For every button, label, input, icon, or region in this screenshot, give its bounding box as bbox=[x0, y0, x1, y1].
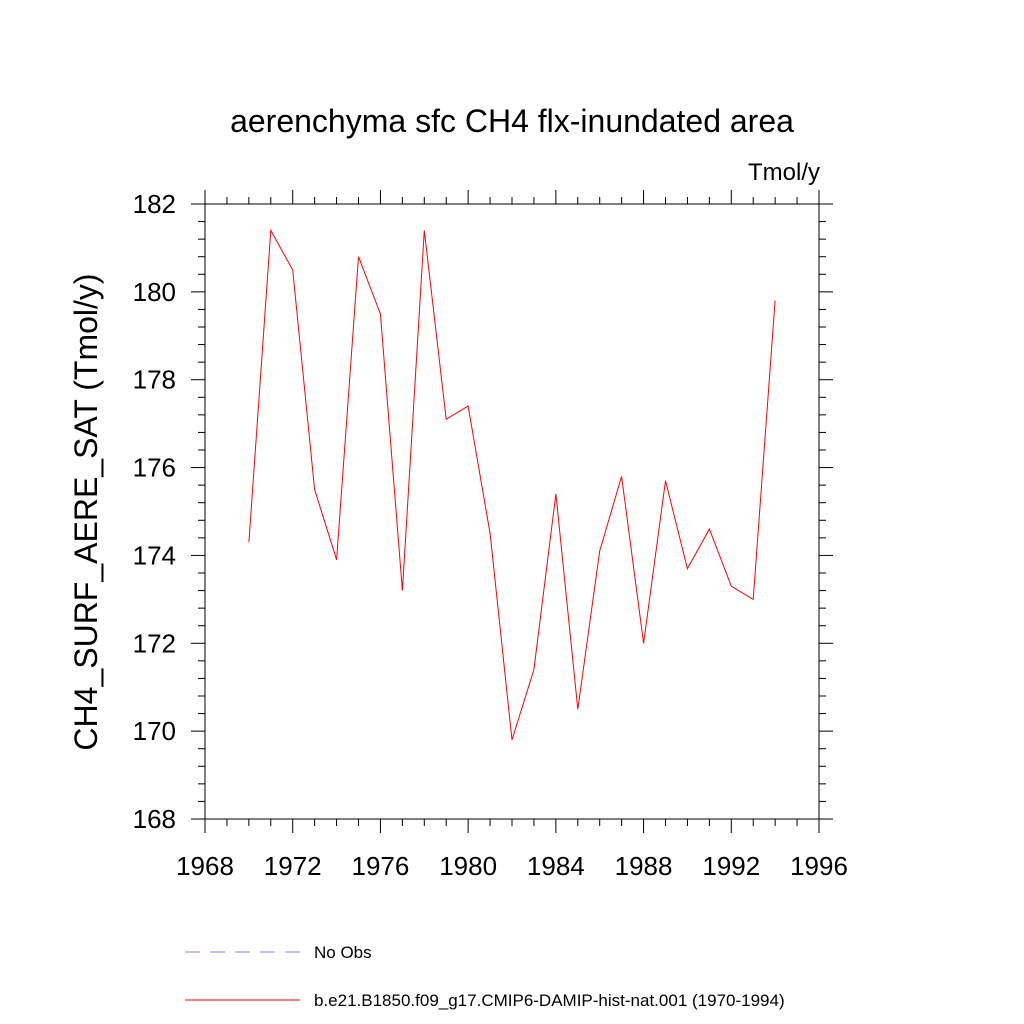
legend: No Obs b.e21.B1850.f09_g17.CMIP6-DAMIP-hi… bbox=[185, 943, 785, 1010]
x-tick-label: 1976 bbox=[352, 851, 410, 881]
y-tick-label: 174 bbox=[133, 540, 176, 570]
x-tick-label: 1984 bbox=[527, 851, 585, 881]
tick-labels: 1968 1972 1976 1980 1984 1988 1992 1996 168 170 17… bbox=[133, 189, 848, 881]
x-tick-label: 1988 bbox=[615, 851, 673, 881]
series-layer bbox=[248, 228, 776, 741]
axis-ticks bbox=[191, 190, 833, 833]
y-tick-label: 180 bbox=[133, 277, 176, 307]
chart-title: aerenchyma sfc CH4 flx-inundated area bbox=[230, 103, 794, 139]
y-tick-label: 182 bbox=[133, 189, 176, 219]
units-label: Tmol/y bbox=[748, 159, 820, 186]
legend-label: b.e21.B1850.f09_g17.CMIP6-DAMIP-hist-nat… bbox=[314, 991, 785, 1010]
legend-label: No Obs bbox=[314, 943, 372, 962]
x-tick-label: 1992 bbox=[702, 851, 760, 881]
y-tick-label: 176 bbox=[133, 453, 176, 483]
y-tick-label: 170 bbox=[133, 716, 176, 746]
x-tick-label: 1968 bbox=[176, 851, 234, 881]
series-line bbox=[248, 228, 776, 741]
y-tick-label: 172 bbox=[133, 628, 176, 658]
x-tick-label: 1996 bbox=[790, 851, 848, 881]
y-tick-label: 178 bbox=[133, 365, 176, 395]
plot-frame bbox=[204, 203, 820, 820]
x-tick-label: 1980 bbox=[439, 851, 497, 881]
y-tick-label: 168 bbox=[133, 804, 176, 834]
y-axis-label: CH4_SURF_AERE_SAT (Tmol/y) bbox=[68, 273, 104, 750]
x-tick-label: 1972 bbox=[264, 851, 322, 881]
